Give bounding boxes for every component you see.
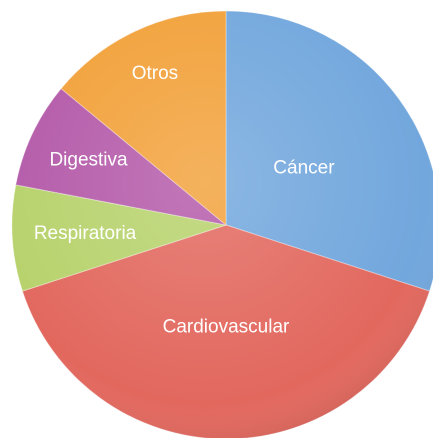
slice-label: Cardiovascular xyxy=(163,317,290,338)
slice-label: Respiratoria xyxy=(34,223,137,244)
slice-label: Otros xyxy=(132,63,178,84)
slice-label: Digestiva xyxy=(49,149,128,170)
slice-label: Cáncer xyxy=(273,157,335,178)
labels: Cáncer Cardiovascular Respiratoria Digestiv… xyxy=(34,63,335,338)
